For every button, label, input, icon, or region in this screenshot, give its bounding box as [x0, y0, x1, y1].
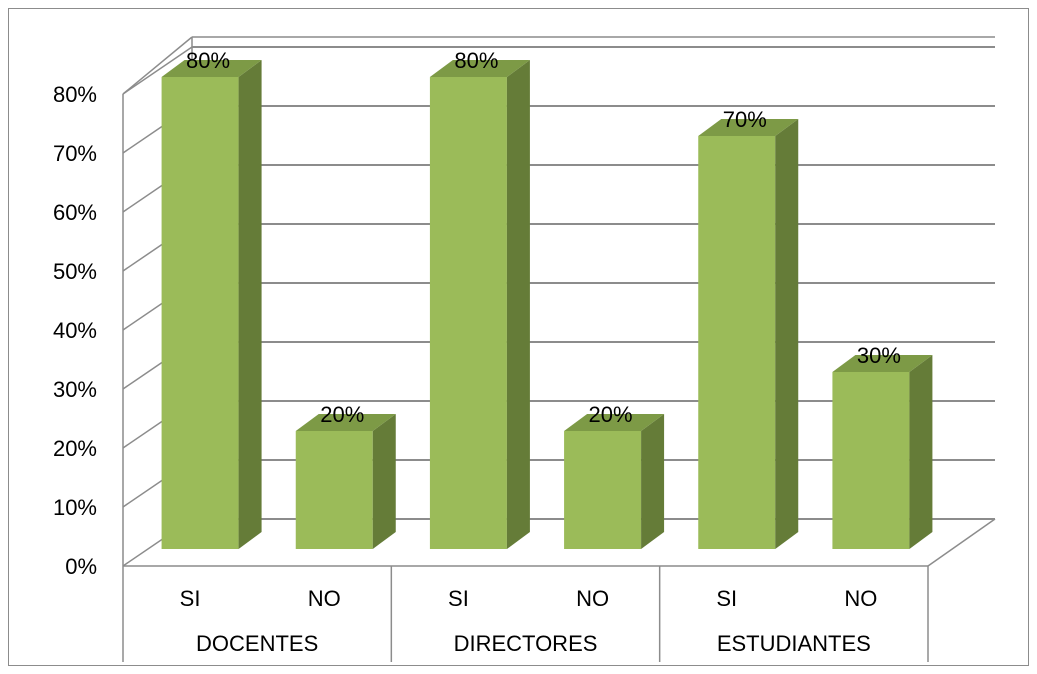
- bar: [295, 431, 373, 549]
- bar-top: [429, 60, 530, 77]
- bar-top: [161, 60, 262, 77]
- x-tick-label: SI: [180, 586, 201, 611]
- x-tick-label: SI: [716, 586, 737, 611]
- y-tick-label: 50%: [53, 259, 97, 284]
- floor-right-edge: [927, 518, 996, 567]
- data-label: 20%: [320, 402, 364, 427]
- y-tick-label: 0%: [65, 554, 97, 579]
- bar-top: [832, 355, 933, 372]
- group-label: DOCENTES: [196, 631, 318, 656]
- x-tick-label: SI: [448, 586, 469, 611]
- y-tick-label: 80%: [53, 82, 97, 107]
- data-label: 70%: [723, 107, 767, 132]
- bar-side: [372, 414, 396, 549]
- y-tick-label: 30%: [53, 377, 97, 402]
- data-label: 20%: [589, 402, 633, 427]
- wall-top-edge: [122, 36, 193, 95]
- bar: [429, 77, 507, 549]
- bar: [161, 77, 239, 549]
- bar-top: [295, 414, 396, 431]
- bar-top: [564, 414, 665, 431]
- x-tick-label: NO: [576, 586, 609, 611]
- bar: [698, 136, 776, 549]
- x-tick-label: NO: [844, 586, 877, 611]
- data-label: 30%: [857, 343, 901, 368]
- y-tick-label: 10%: [53, 495, 97, 520]
- bar: [832, 372, 910, 549]
- group-label: DIRECTORES: [454, 631, 598, 656]
- axes: [122, 36, 996, 662]
- data-label: 80%: [186, 48, 230, 73]
- bar-side: [641, 414, 665, 549]
- y-tick-label: 20%: [53, 436, 97, 461]
- bar-top: [698, 119, 799, 136]
- bar-side: [506, 60, 530, 549]
- bars: [161, 60, 933, 549]
- bar-side: [238, 60, 262, 549]
- y-tick-label: 40%: [53, 318, 97, 343]
- y-tick-label: 70%: [53, 141, 97, 166]
- x-tick-label: NO: [308, 586, 341, 611]
- labels: 0% 10% 20% 30% 40% 50% 60% 70% 80% 80% SI 20% NO DOCE…: [53, 48, 901, 656]
- data-label: 80%: [454, 48, 498, 73]
- bar-side: [909, 355, 933, 549]
- bar-side: [775, 119, 799, 549]
- bar: [564, 431, 642, 549]
- gridline-wall: [122, 46, 193, 95]
- y-tick-label: 60%: [53, 200, 97, 225]
- group-label: ESTUDIANTES: [717, 631, 871, 656]
